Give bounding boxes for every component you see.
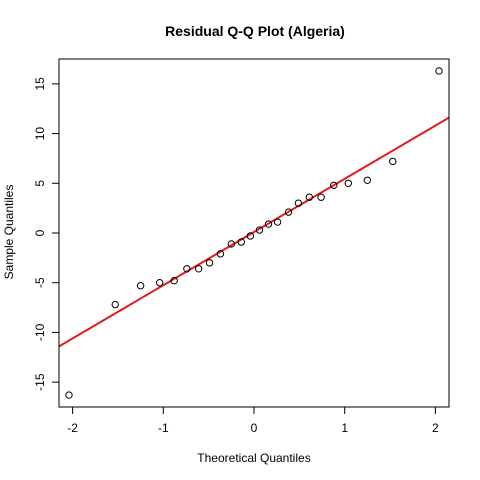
data-point-23	[435, 67, 443, 75]
x-tick-label: -2	[67, 421, 78, 435]
points-layer	[65, 67, 443, 399]
data-point-4	[170, 277, 178, 285]
data-point-13	[264, 220, 273, 228]
reference-line-layer	[59, 116, 449, 348]
y-tick-label: 15	[33, 77, 47, 91]
data-point-20	[344, 179, 353, 187]
data-point-8	[216, 250, 225, 258]
data-point-3	[155, 279, 164, 287]
y-tick-label: 0	[33, 229, 47, 236]
data-point-18	[317, 193, 325, 201]
x-tick-label: -1	[158, 421, 169, 435]
data-point-14	[273, 218, 282, 226]
data-point-15	[284, 208, 293, 216]
data-point-7	[205, 259, 214, 267]
data-point-1	[111, 300, 119, 309]
y-tick-label: -5	[33, 277, 47, 288]
data-point-11	[246, 232, 255, 240]
data-point-6	[194, 265, 203, 273]
x-axis-label: Theoretical Quantiles	[197, 451, 310, 465]
plot-frame	[58, 58, 450, 408]
data-point-21	[363, 176, 372, 185]
data-point-10	[237, 238, 246, 246]
data-point-12	[255, 226, 264, 234]
y-tick-label: -10	[33, 323, 47, 341]
data-point-16	[294, 199, 303, 207]
data-point-5	[183, 265, 191, 273]
y-axis-label: Sample Quantiles	[2, 185, 16, 280]
chart-title: Residual Q-Q Plot (Algeria)	[165, 23, 345, 39]
data-point-17	[305, 193, 314, 201]
data-point-19	[330, 181, 338, 189]
x-tick-label: 1	[341, 421, 348, 435]
y-tick-label: -15	[33, 373, 47, 391]
reference-line	[59, 116, 449, 348]
x-tick-label: 0	[251, 421, 258, 435]
data-point-9	[227, 240, 236, 248]
y-tick-label: 5	[33, 180, 47, 187]
data-point-2	[136, 281, 145, 290]
y-tick-label: 10	[33, 127, 47, 141]
x-tick-label: 2	[432, 421, 439, 435]
data-point-22	[389, 157, 397, 166]
data-point-0	[65, 391, 73, 399]
